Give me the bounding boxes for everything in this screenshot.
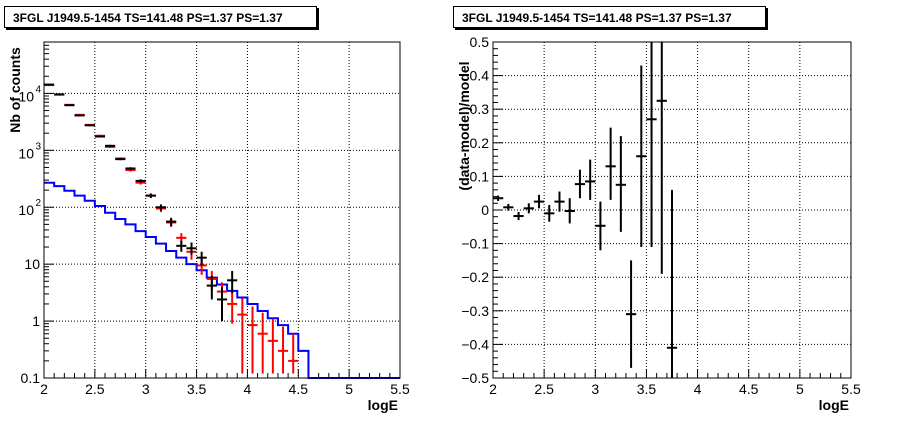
residual-point	[554, 191, 565, 212]
residual-point	[564, 198, 575, 224]
y-tick-label: 0.1	[470, 168, 490, 184]
y-tick-label: 10	[18, 202, 34, 218]
y-tick-label: 10	[18, 88, 34, 104]
x-tick-label: 2.5	[85, 381, 105, 397]
plot-frame	[43, 41, 401, 379]
plot-frame	[492, 41, 852, 379]
data-point	[54, 93, 65, 96]
x-tick-label: 2.5	[534, 381, 554, 397]
x-tick-label: 4	[244, 381, 252, 397]
y-tick-label: −0.1	[461, 236, 489, 252]
residual-point	[636, 65, 647, 247]
residual-point	[656, 42, 667, 274]
y-tick-label: 10	[24, 256, 40, 272]
data-point	[166, 217, 177, 226]
y-tick-label: 0.3	[470, 101, 490, 117]
residual-point	[503, 203, 514, 211]
y-tick-label: −0.2	[461, 269, 489, 285]
left-chart-title: 3FGL J1949.5-1454 TS=141.48 PS=1.37 PS=1…	[4, 6, 317, 28]
data-point	[125, 167, 136, 170]
residual-point	[646, 42, 657, 247]
residual-point	[574, 169, 586, 199]
model-point	[267, 318, 278, 374]
y-tick-label: −0.3	[461, 303, 489, 319]
y-tick-label: −0.4	[461, 336, 489, 352]
residual-point	[585, 159, 596, 200]
residuals-chart: 0.5 0.4 0.3 0.2 0.1 0 −0.1 −0.2 −0.3 −0.4 −0.52 2.5…	[456, 34, 861, 413]
x-tick-label: 2	[489, 381, 497, 397]
x-tick-label: 3.5	[637, 381, 657, 397]
x-tick-label: 5.5	[841, 381, 861, 397]
data-point	[186, 242, 197, 255]
data-point	[115, 158, 126, 161]
x-tick-label: 3	[142, 381, 150, 397]
y-tick-label: 0.4	[470, 68, 490, 84]
residual-point	[533, 194, 545, 209]
residual-point	[625, 260, 637, 368]
model-point	[288, 333, 299, 374]
data-point	[155, 204, 167, 211]
x-tick-label: 4.5	[739, 381, 759, 397]
x-tick-label: 5	[345, 381, 353, 397]
model-point	[277, 326, 289, 374]
y-axis-label: (data-model)/model	[456, 61, 472, 190]
y-axis-label: Nb of counts	[7, 47, 23, 133]
y-tick-exponent: 4	[35, 84, 41, 95]
model-point	[247, 306, 258, 374]
data-point	[135, 179, 146, 183]
y-tick-label: 0.2	[470, 135, 490, 151]
residual-point	[544, 204, 555, 222]
y-tick-exponent: 2	[35, 198, 41, 209]
model-point	[257, 312, 268, 374]
y-tick-label: 0.1	[21, 370, 41, 386]
data-point	[84, 124, 95, 127]
data-point	[74, 114, 85, 117]
model-point	[227, 292, 238, 324]
x-tick-label: 3	[591, 381, 599, 397]
right-chart-title: 3FGL J1949.5-1454 TS=141.48 PS=1.37 PS=1…	[453, 6, 766, 28]
x-axis-label: logE	[819, 397, 849, 413]
residual-point	[493, 195, 504, 201]
x-tick-label: 5.5	[390, 381, 410, 397]
y-tick-exponent: 3	[35, 141, 41, 152]
residual-point	[595, 201, 606, 251]
x-axis-label: logE	[368, 397, 398, 413]
y-tick-label: 10	[18, 145, 34, 161]
residual-point	[666, 189, 678, 378]
y-tick-label: 1	[32, 313, 40, 329]
data-point	[94, 135, 106, 138]
model-point	[237, 298, 248, 374]
data-point	[176, 240, 187, 252]
x-tick-label: 4.5	[289, 381, 309, 397]
residual-point	[523, 203, 534, 214]
data-point	[206, 275, 217, 300]
data-point	[196, 251, 207, 266]
x-tick-label: 3.5	[187, 381, 207, 397]
y-tick-label: 0	[481, 202, 489, 218]
x-tick-label: 2	[40, 381, 48, 397]
residual-point	[513, 212, 524, 221]
y-tick-label: 0.5	[470, 34, 490, 50]
data-point	[216, 287, 228, 322]
residual-point	[615, 136, 626, 232]
residual-point	[605, 127, 616, 200]
data-point	[105, 144, 116, 147]
x-tick-label: 4	[694, 381, 702, 397]
data-point	[64, 104, 75, 107]
data-point	[44, 83, 55, 86]
plot-area	[44, 42, 400, 378]
data-point	[145, 193, 156, 198]
x-tick-label: 5	[796, 381, 804, 397]
y-tick-label: −0.5	[461, 370, 489, 386]
data-point	[227, 270, 238, 294]
